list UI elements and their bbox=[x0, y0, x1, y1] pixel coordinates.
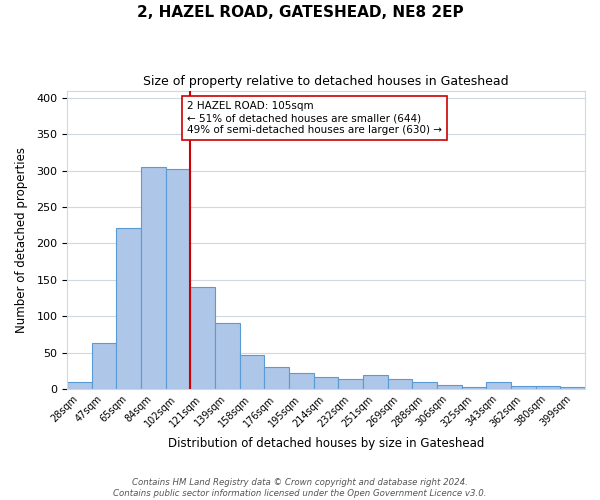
Bar bbox=[487, 382, 511, 389]
Bar bbox=[240, 356, 265, 389]
Title: Size of property relative to detached houses in Gateshead: Size of property relative to detached ho… bbox=[143, 75, 509, 88]
Bar bbox=[265, 367, 289, 389]
Y-axis label: Number of detached properties: Number of detached properties bbox=[15, 146, 28, 332]
Bar bbox=[116, 228, 141, 389]
Bar bbox=[215, 324, 240, 389]
Text: 2 HAZEL ROAD: 105sqm
← 51% of detached houses are smaller (644)
49% of semi-deta: 2 HAZEL ROAD: 105sqm ← 51% of detached h… bbox=[187, 102, 442, 134]
Bar bbox=[92, 343, 116, 389]
Bar bbox=[190, 287, 215, 389]
Text: 2, HAZEL ROAD, GATESHEAD, NE8 2EP: 2, HAZEL ROAD, GATESHEAD, NE8 2EP bbox=[137, 5, 463, 20]
Bar bbox=[166, 169, 190, 389]
Bar bbox=[388, 380, 412, 389]
Bar bbox=[67, 382, 92, 389]
X-axis label: Distribution of detached houses by size in Gateshead: Distribution of detached houses by size … bbox=[168, 437, 484, 450]
Bar bbox=[536, 386, 560, 389]
Text: Contains HM Land Registry data © Crown copyright and database right 2024.
Contai: Contains HM Land Registry data © Crown c… bbox=[113, 478, 487, 498]
Bar bbox=[560, 386, 585, 389]
Bar bbox=[338, 380, 363, 389]
Bar bbox=[462, 386, 487, 389]
Bar bbox=[289, 373, 314, 389]
Bar bbox=[363, 375, 388, 389]
Bar bbox=[437, 386, 462, 389]
Bar bbox=[511, 386, 536, 389]
Bar bbox=[314, 377, 338, 389]
Bar bbox=[141, 167, 166, 389]
Bar bbox=[412, 382, 437, 389]
